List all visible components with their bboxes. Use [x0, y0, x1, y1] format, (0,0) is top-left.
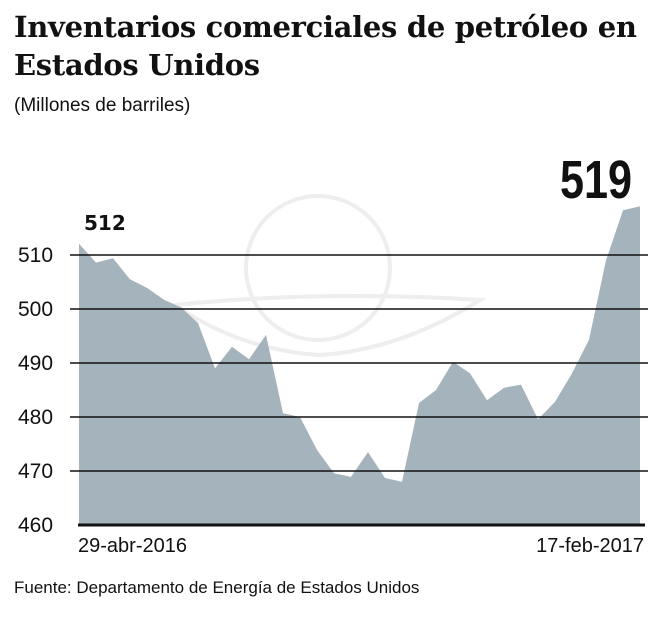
- watermark-seal: [169, 194, 487, 358]
- chart-subtitle: (Millones de barriles): [14, 95, 191, 116]
- y-tick-label: 480: [18, 406, 53, 429]
- area-series: [79, 206, 640, 525]
- y-tick-label: 470: [18, 460, 53, 483]
- source-note: Fuente: Departamento de Energía de Estad…: [14, 578, 420, 597]
- y-tick-label: 460: [18, 514, 53, 537]
- x-tick-start: 29-abr-2016: [78, 535, 187, 557]
- chart-title: Inventarios comerciales de petróleo en E…: [14, 10, 637, 82]
- y-tick-label: 490: [18, 352, 53, 375]
- y-tick-label: 500: [18, 298, 53, 321]
- end-value-label: 519: [560, 151, 632, 211]
- y-tick-label: 510: [18, 244, 53, 267]
- start-value-label: 512: [84, 211, 126, 235]
- x-tick-end: 17-feb-2017: [536, 535, 644, 557]
